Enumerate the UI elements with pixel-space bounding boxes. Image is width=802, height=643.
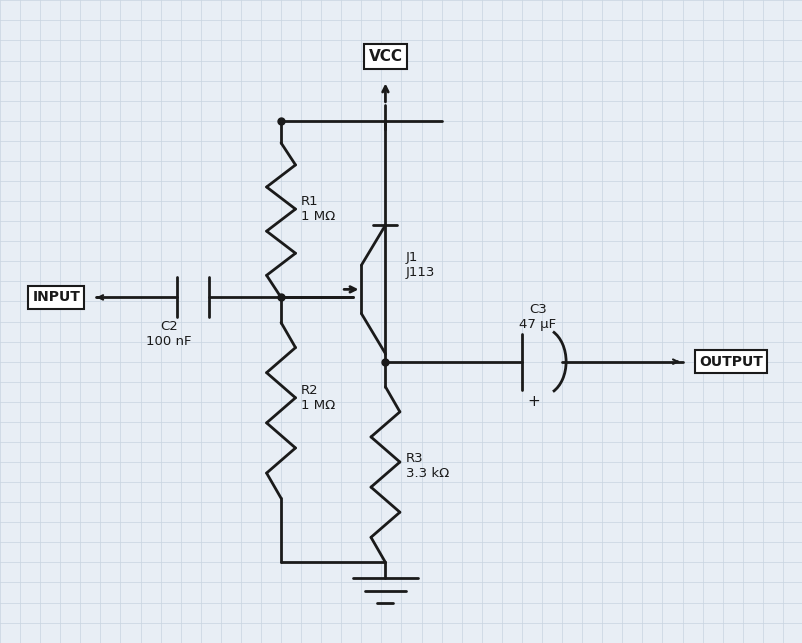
Text: INPUT: INPUT: [32, 291, 80, 304]
Text: R3
3.3 kΩ: R3 3.3 kΩ: [405, 452, 448, 480]
Text: +: +: [527, 394, 540, 410]
Text: VCC: VCC: [368, 49, 402, 64]
Text: J1
J113: J1 J113: [405, 251, 435, 279]
Text: OUTPUT: OUTPUT: [698, 355, 762, 368]
Text: R1
1 MΩ: R1 1 MΩ: [301, 195, 335, 223]
Text: C2
100 nF: C2 100 nF: [146, 320, 191, 348]
Text: R2
1 MΩ: R2 1 MΩ: [301, 384, 335, 412]
Text: C3
47 μF: C3 47 μF: [519, 303, 556, 332]
